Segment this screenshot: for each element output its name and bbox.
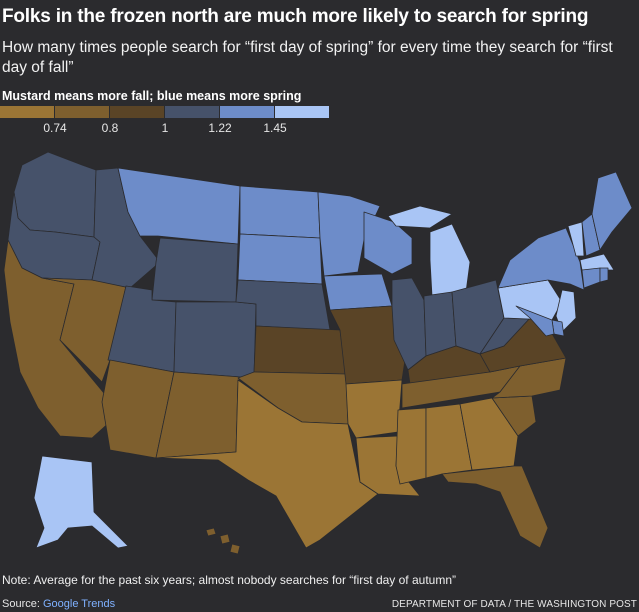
state-md: [515, 305, 555, 337]
chart-subtitle: How many times people search for “first …: [2, 39, 613, 76]
legend-tick: 1: [161, 121, 169, 135]
state-ri: [599, 267, 609, 283]
legend-swatch: [110, 106, 165, 118]
legend-swatch: [275, 106, 330, 118]
legend-tick: 0.8: [101, 121, 119, 135]
state-wy: [151, 237, 239, 303]
state-fl: [441, 465, 549, 549]
legend-tick: 1.45: [263, 121, 287, 135]
legend-swatch: [165, 106, 220, 118]
legend-swatch: [55, 106, 110, 118]
legend-title: Mustard means more fall; blue means more…: [2, 89, 302, 103]
state-sd: [237, 233, 323, 285]
legend-tick: 0.74: [43, 121, 67, 135]
chart-title: Folks in the frozen north are much more …: [2, 6, 589, 27]
credit-line: DEPARTMENT OF DATA / THE WASHINGTON POST: [391, 599, 637, 610]
state-ks: [253, 325, 347, 375]
state-co: [173, 301, 257, 379]
source-label: Source:: [2, 598, 43, 610]
google-trends-link[interactable]: Google Trends: [42, 598, 116, 610]
state-hi: [205, 527, 241, 555]
state-ia: [323, 273, 393, 311]
state-vt: [567, 221, 585, 257]
state-az: [101, 359, 175, 459]
legend-swatch: [0, 106, 55, 118]
state-ms: [395, 407, 427, 485]
legend-color-scale: [0, 106, 330, 118]
state-ar: [345, 379, 403, 439]
legend-ticks: 0.74 0.8 1 1.22 1.45: [0, 121, 330, 137]
state-ct: [581, 267, 601, 289]
state-ny: [497, 227, 585, 291]
legend-tick: 1.22: [208, 121, 232, 135]
source-line: Source: Google Trends: [2, 598, 115, 610]
legend-swatch: [220, 106, 275, 118]
state-nd: [239, 185, 321, 239]
state-me: [591, 171, 633, 251]
state-wa: [13, 151, 97, 238]
us-states-map: [3, 151, 633, 555]
state-ma: [579, 253, 615, 271]
footnote: Note: Average for the past six years; al…: [2, 573, 456, 587]
state-ak: [33, 455, 129, 549]
state-tx: [155, 379, 379, 549]
state-ga: [459, 397, 519, 471]
state-in: [423, 291, 457, 357]
